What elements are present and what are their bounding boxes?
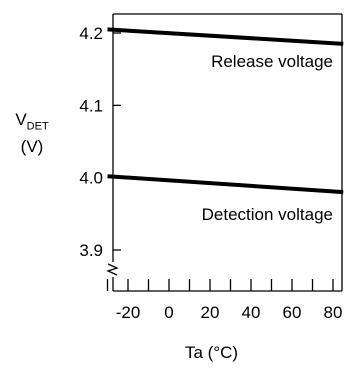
y-axis-label-main: V <box>15 110 27 129</box>
x-axis-label: Ta (°C) <box>185 343 239 362</box>
chart-text: 3.9 4.0 4.1 4.2 -20 0 20 40 60 80 Release voltage D… <box>79 24 342 322</box>
axes <box>106 13 343 292</box>
series-lines <box>107 27 344 195</box>
series-label: Release voltage <box>211 52 333 71</box>
series-label: Detection voltage <box>202 205 333 224</box>
x-tick-label: 40 <box>242 303 261 322</box>
y-tick-label: 3.9 <box>79 241 103 260</box>
x-tick-label: 20 <box>201 303 220 322</box>
series-line <box>107 174 344 195</box>
y-tick-label: 4.2 <box>79 24 103 43</box>
x-tick-label: 60 <box>283 303 302 322</box>
y-axis-label-subscript: DET <box>26 120 49 133</box>
y-axis-unit: (V) <box>20 137 44 156</box>
x-tick-label: -20 <box>116 303 141 322</box>
y-tick-label: 4.0 <box>79 169 103 188</box>
ticks <box>106 32 334 291</box>
series-line <box>107 27 344 46</box>
axis-break-mark <box>106 263 119 276</box>
x-tick-label: 0 <box>164 303 173 322</box>
x-tick-label: 80 <box>324 303 343 322</box>
y-axis-label: VDET <box>7 110 57 132</box>
y-tick-label: 4.1 <box>79 96 103 115</box>
